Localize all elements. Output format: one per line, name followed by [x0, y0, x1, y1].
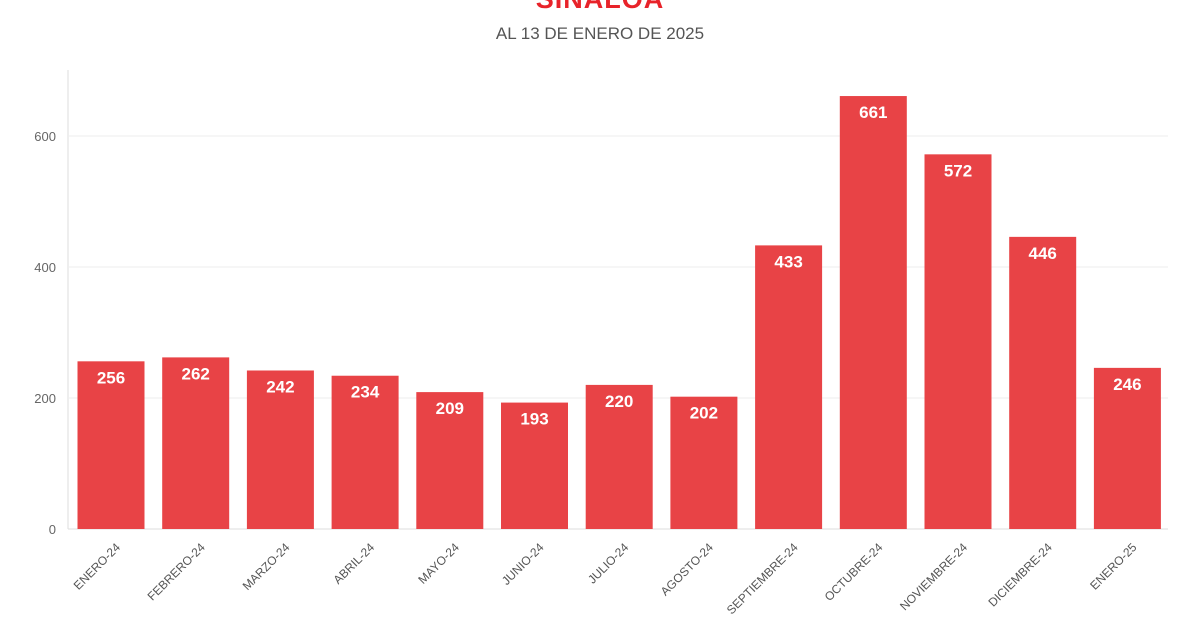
- x-tick-label: JULIO-24: [585, 540, 631, 586]
- data-label: 256: [97, 368, 125, 387]
- bar: [162, 357, 230, 529]
- bar: [670, 396, 738, 529]
- x-tick-label: ENERO-24: [71, 540, 124, 593]
- x-tick-label: ABRIL-24: [331, 540, 378, 587]
- data-label: 234: [351, 383, 380, 402]
- x-tick-label: JUNIO-24: [499, 540, 547, 588]
- data-label: 220: [605, 392, 633, 411]
- bar: [924, 154, 992, 529]
- bar: [755, 245, 823, 529]
- x-tick-label: AGOSTO-24: [658, 540, 717, 599]
- bar: [331, 375, 399, 529]
- x-tick-label: OCTUBRE-24: [822, 540, 886, 604]
- chart-subtitle: AL 13 DE ENERO DE 2025: [495, 24, 705, 43]
- chart-title: SINALOA: [0, 0, 1200, 15]
- y-tick-label: 0: [49, 522, 56, 537]
- x-tick-label: MARZO-24: [240, 540, 293, 593]
- data-label: 446: [1029, 244, 1057, 263]
- data-label: 242: [266, 377, 294, 396]
- x-tick-label: SEPTIEMBRE-24: [724, 540, 801, 617]
- x-tick-label: MAYO-24: [415, 540, 462, 587]
- x-tick-label: FEBRERO-24: [145, 540, 208, 603]
- bar: [839, 96, 907, 530]
- bar: [246, 370, 314, 529]
- x-tick-label: ENERO-25: [1087, 540, 1140, 593]
- y-tick-label: 200: [34, 391, 56, 406]
- bar: [416, 392, 484, 529]
- bar: [77, 361, 145, 529]
- y-tick-label: 600: [34, 129, 56, 144]
- bar: [1009, 236, 1077, 529]
- data-label: 193: [520, 410, 548, 429]
- data-label: 661: [859, 103, 887, 122]
- data-label: 209: [436, 399, 464, 418]
- data-label: 433: [774, 252, 802, 271]
- bar: [1093, 367, 1161, 529]
- x-tick-label: DICIEMBRE-24: [986, 540, 1056, 610]
- data-label: 572: [944, 161, 972, 180]
- bar: [501, 402, 568, 529]
- data-label: 246: [1113, 375, 1141, 394]
- x-tick-label: NOVIEMBRE-24: [897, 540, 970, 613]
- data-label: 262: [182, 364, 210, 383]
- bar: [585, 384, 653, 529]
- data-label: 202: [690, 404, 718, 423]
- y-tick-label: 400: [34, 260, 56, 275]
